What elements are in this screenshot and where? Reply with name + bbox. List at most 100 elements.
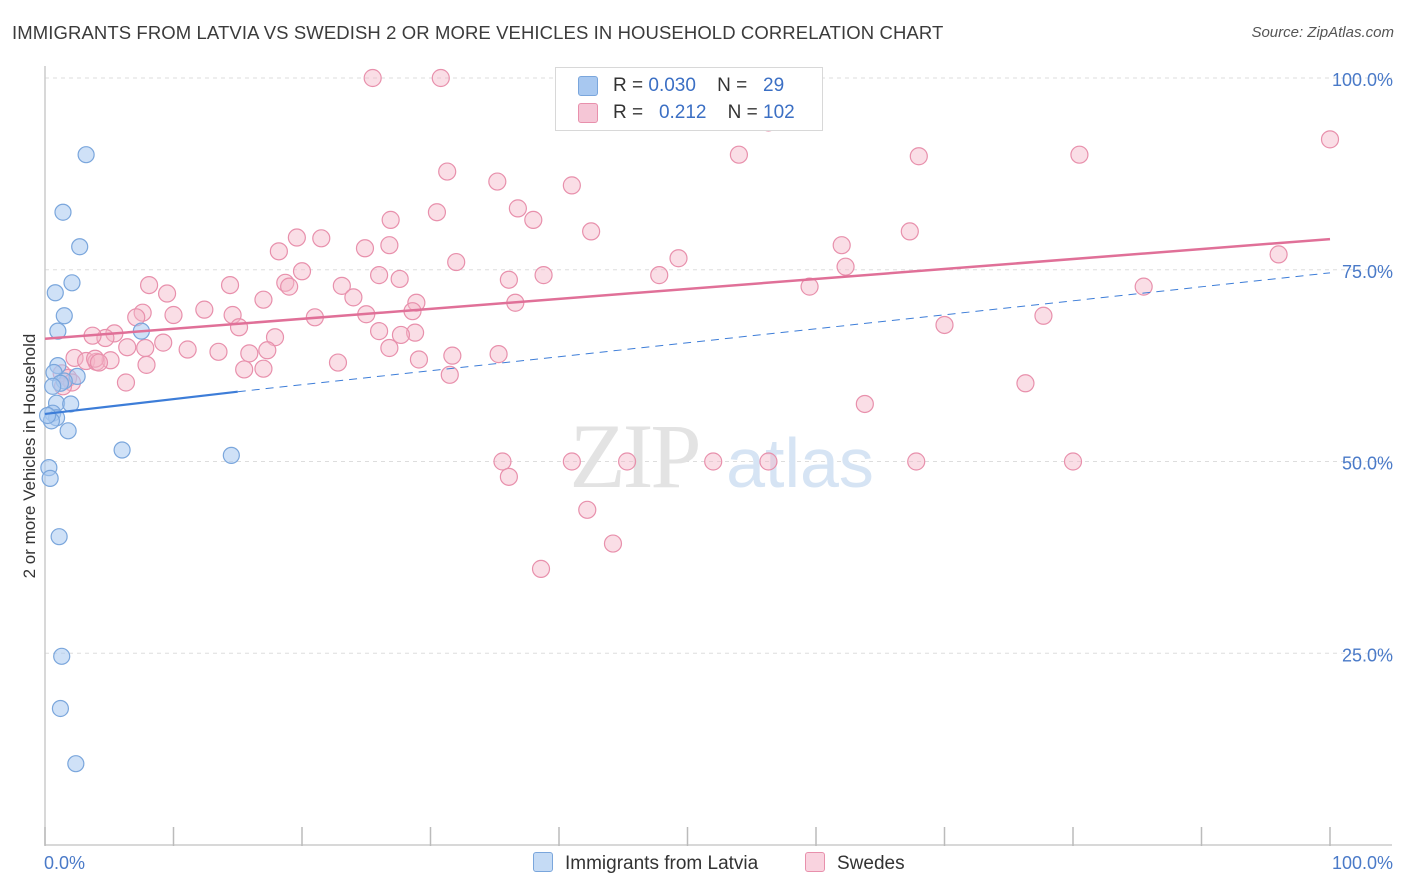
data-point <box>1269 245 1288 264</box>
data-point <box>562 452 581 471</box>
data-point <box>582 222 601 241</box>
legend-r-value: 0.030 <box>648 75 696 96</box>
data-point <box>531 559 551 578</box>
data-point <box>50 528 68 546</box>
data-point <box>1070 145 1089 164</box>
data-point <box>89 353 109 372</box>
data-point <box>164 305 183 325</box>
data-point <box>855 394 874 414</box>
chart-title: IMMIGRANTS FROM LATVIA VS SWEDISH 2 OR M… <box>12 22 944 43</box>
data-point <box>116 373 136 392</box>
data-point <box>409 350 429 369</box>
data-point <box>258 341 277 360</box>
series-latvia <box>38 146 240 773</box>
legend-swatch-latvia <box>578 76 598 96</box>
y-tick-label: 100.0% <box>1332 70 1393 90</box>
data-point <box>41 469 59 487</box>
data-point <box>269 242 288 261</box>
x-tick-label-max: 100.0% <box>1332 853 1393 873</box>
data-point <box>292 262 312 281</box>
axes <box>44 66 1392 846</box>
data-point <box>489 345 508 364</box>
data-point <box>137 355 156 374</box>
data-point <box>488 172 507 191</box>
data-point <box>51 699 70 718</box>
data-point <box>63 274 81 292</box>
data-point <box>935 315 954 335</box>
data-point <box>71 238 89 256</box>
data-point <box>113 441 131 459</box>
data-point <box>431 68 450 88</box>
data-point <box>220 275 240 295</box>
data-point <box>380 236 399 255</box>
trend-lines <box>44 237 1331 416</box>
data-point <box>508 199 527 218</box>
data-point <box>370 266 389 285</box>
data-point <box>46 284 64 302</box>
data-point <box>391 325 411 345</box>
data-point <box>370 322 389 341</box>
gridlines <box>45 77 1392 654</box>
data-point <box>235 360 254 379</box>
data-point <box>405 323 425 342</box>
legend-label-swedes: Swedes <box>837 853 905 874</box>
data-point <box>55 307 73 325</box>
data-point <box>1320 130 1340 149</box>
data-point <box>650 266 669 285</box>
bottom-legend-swedes: Swedes <box>805 852 905 875</box>
x-tick-label-min: 0.0% <box>44 853 85 873</box>
data-point <box>157 284 177 303</box>
source-label: Source: ZipAtlas.com <box>1251 24 1394 41</box>
trend-line-latvia-extension <box>237 272 1331 393</box>
data-point <box>101 351 120 370</box>
data-point <box>524 210 543 229</box>
data-point <box>332 276 351 295</box>
data-point <box>381 210 400 229</box>
data-point <box>669 249 688 268</box>
y-tick-label: 50.0% <box>1342 454 1393 474</box>
data-point <box>499 270 518 289</box>
data-point <box>54 203 72 221</box>
data-point <box>907 452 926 471</box>
data-point <box>44 377 62 395</box>
data-point <box>440 365 459 384</box>
data-point <box>534 266 553 285</box>
watermark-zip: ZIP <box>570 405 699 507</box>
data-point <box>254 290 273 309</box>
data-point <box>118 338 137 357</box>
data-point <box>65 348 84 368</box>
data-point <box>578 500 597 519</box>
data-point <box>328 353 348 372</box>
data-point <box>704 452 723 471</box>
legend-swatch-latvia <box>533 852 553 872</box>
data-point <box>312 229 331 248</box>
y-tick-label: 25.0% <box>1342 645 1393 665</box>
data-point <box>280 277 299 296</box>
data-point <box>355 239 375 258</box>
data-point <box>759 452 778 471</box>
data-point <box>438 162 457 181</box>
data-point <box>562 176 581 195</box>
data-point <box>154 333 173 352</box>
data-point <box>1016 374 1035 393</box>
data-point <box>59 422 77 440</box>
data-point <box>240 344 259 363</box>
data-point <box>603 534 623 553</box>
data-point <box>139 275 159 295</box>
legend-r-label: R = <box>613 102 644 123</box>
data-point <box>618 452 637 471</box>
data-point <box>77 146 95 164</box>
data-point <box>900 222 919 241</box>
data-point <box>136 338 155 358</box>
data-point <box>380 338 399 358</box>
data-point <box>800 277 819 296</box>
data-point <box>427 203 447 222</box>
data-point <box>222 446 240 464</box>
watermark-atlas: atlas <box>726 424 874 502</box>
legend-n-value: 29 <box>763 75 785 96</box>
data-point <box>133 303 152 322</box>
trend-line-swedes <box>44 237 1331 341</box>
legend-n-value: 102 <box>763 102 795 123</box>
legend-swatch-swedes <box>578 103 598 123</box>
